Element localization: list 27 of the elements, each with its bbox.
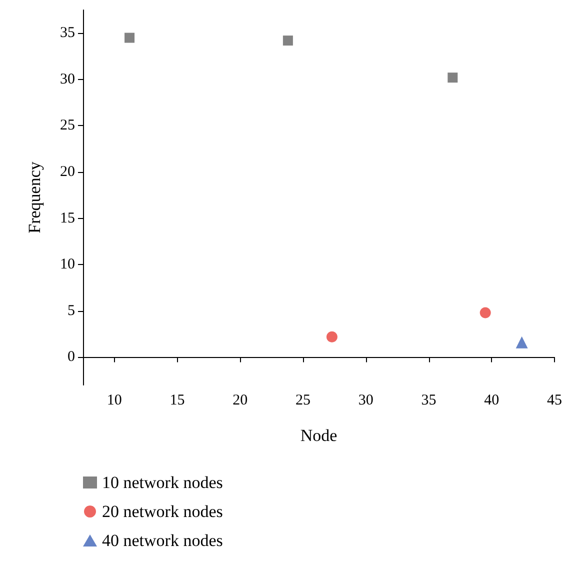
legend-label: 10 network nodes: [102, 473, 223, 492]
y-tick-label: 5: [68, 302, 75, 319]
x-tick-label: 30: [358, 392, 374, 408]
point: [480, 307, 491, 318]
point: [124, 32, 135, 43]
y-tick-label: 20: [60, 164, 75, 180]
x-tick-label: 40: [484, 392, 500, 408]
x-tick-label: 20: [232, 392, 248, 408]
x-tick-label: 15: [170, 392, 185, 408]
x-axis-title: Node: [300, 426, 338, 445]
y-tick-label: 25: [60, 118, 75, 134]
legend-label: 40 network nodes: [102, 531, 223, 550]
legend-label: 20 network nodes: [102, 502, 223, 521]
x-tick-label: 35: [421, 392, 436, 408]
point: [448, 72, 458, 83]
point: [326, 331, 338, 342]
y-tick-label: 35: [60, 25, 75, 42]
x-tick-label: 10: [106, 392, 122, 408]
x-tick-label: 25: [296, 392, 311, 408]
y-tick-label: 30: [60, 71, 75, 88]
y-tick-label: 0: [68, 349, 75, 366]
y-axis-title: Frequency: [25, 161, 44, 234]
y-tick-label: 15: [60, 210, 75, 226]
y-tick-label: 10: [60, 256, 75, 273]
point: [282, 36, 293, 46]
point: [516, 336, 528, 348]
x-tick-label: 45: [547, 392, 562, 408]
